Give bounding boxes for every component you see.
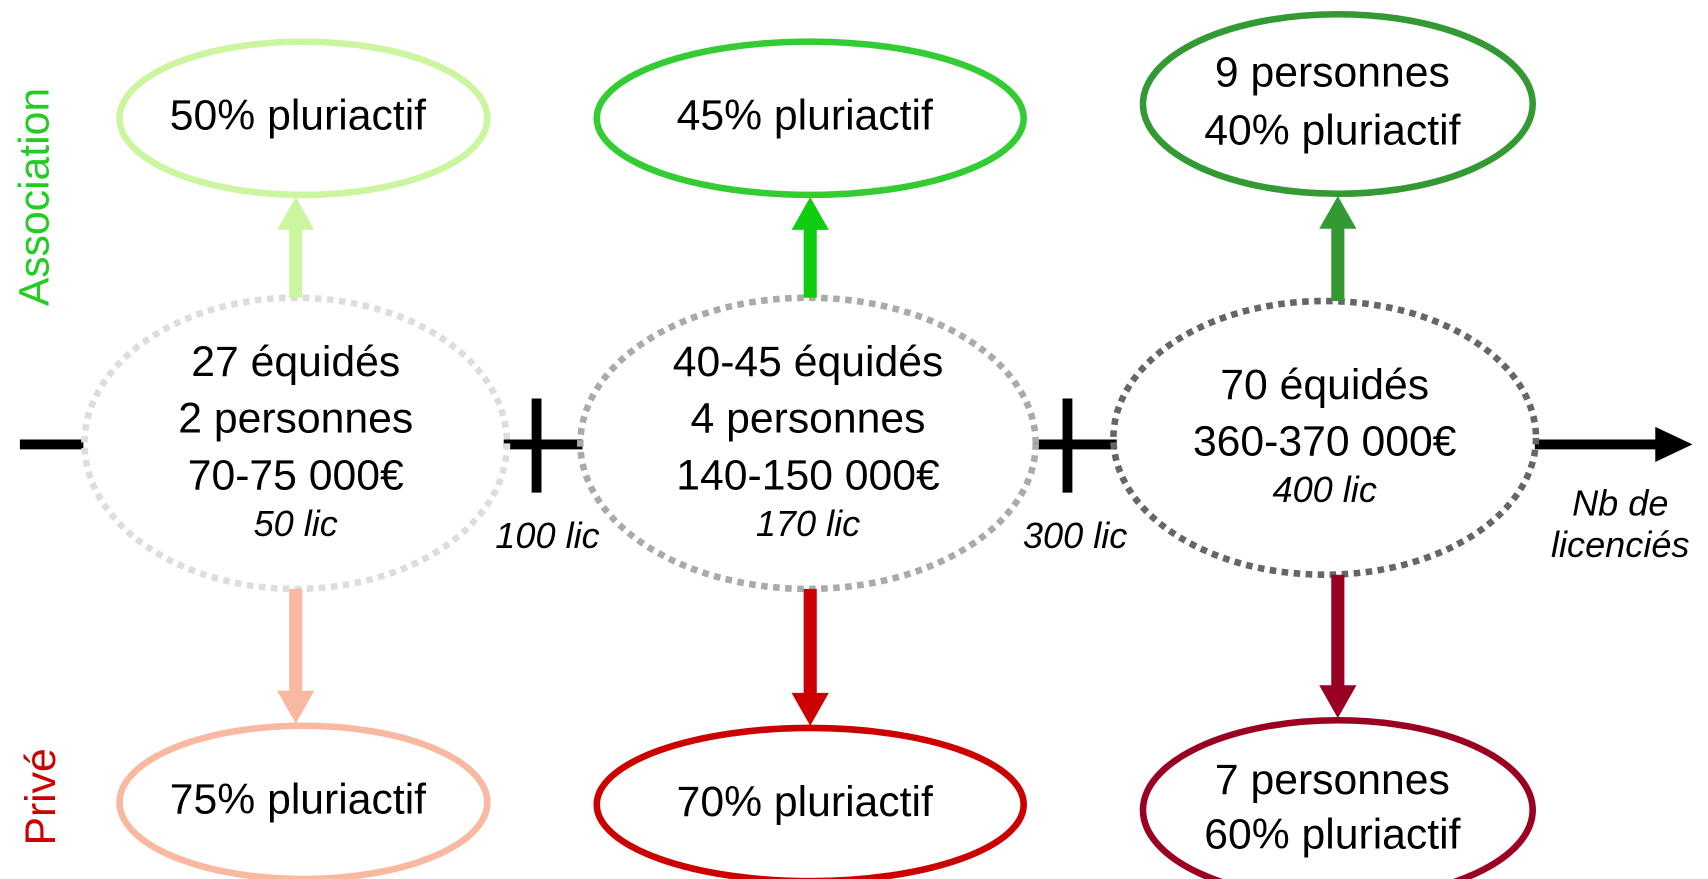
label: 40-45 équidés: [673, 338, 944, 386]
label: 70-75 000€: [188, 452, 404, 500]
label: 140-150 000€: [676, 452, 940, 500]
threshold: 300 lic: [1023, 515, 1127, 556]
top-node: [593, 38, 1027, 199]
label: 45% pluriactif: [677, 92, 933, 140]
arrow-head: [791, 692, 829, 726]
label: 360-370 000€: [1193, 418, 1457, 466]
arrow-head: [1319, 685, 1357, 719]
axis-arrow: [1655, 426, 1693, 462]
bottom-node: [593, 724, 1027, 879]
center-node: [577, 294, 1039, 593]
label: 7 personnes: [1215, 756, 1450, 804]
label: 75% pluriactif: [170, 776, 426, 824]
label: 40% pluriactif: [1204, 106, 1460, 154]
center-node: [1110, 297, 1540, 578]
top-node: [1139, 10, 1536, 198]
axis-label: Nb de: [1572, 482, 1668, 523]
label: 50% pluriactif: [170, 92, 426, 140]
arrow-head: [1319, 195, 1357, 229]
label: 2 personnes: [178, 395, 413, 443]
arrow-head: [277, 690, 315, 724]
lic-label: 170 lic: [756, 503, 860, 544]
label: 70 équidés: [1220, 361, 1429, 409]
lic-label: 50 lic: [254, 503, 338, 544]
label: 4 personnes: [691, 395, 926, 443]
bottom-node: [116, 722, 491, 879]
label: 27 équidés: [191, 338, 400, 386]
label: 9 personnes: [1215, 48, 1450, 96]
axis: [19, 398, 1659, 493]
side-label: Association: [11, 88, 59, 306]
lic-label: 400 lic: [1273, 469, 1377, 510]
side-label: Privé: [17, 748, 65, 845]
bottom-node: [1139, 717, 1536, 879]
top-node: [116, 38, 491, 199]
arrow-head: [791, 197, 829, 230]
label: 70% pluriactif: [677, 778, 933, 826]
label: 60% pluriactif: [1204, 811, 1460, 859]
threshold: 100 lic: [495, 515, 599, 556]
arrow-head: [277, 197, 315, 230]
axis-label: licenciés: [1551, 524, 1689, 565]
